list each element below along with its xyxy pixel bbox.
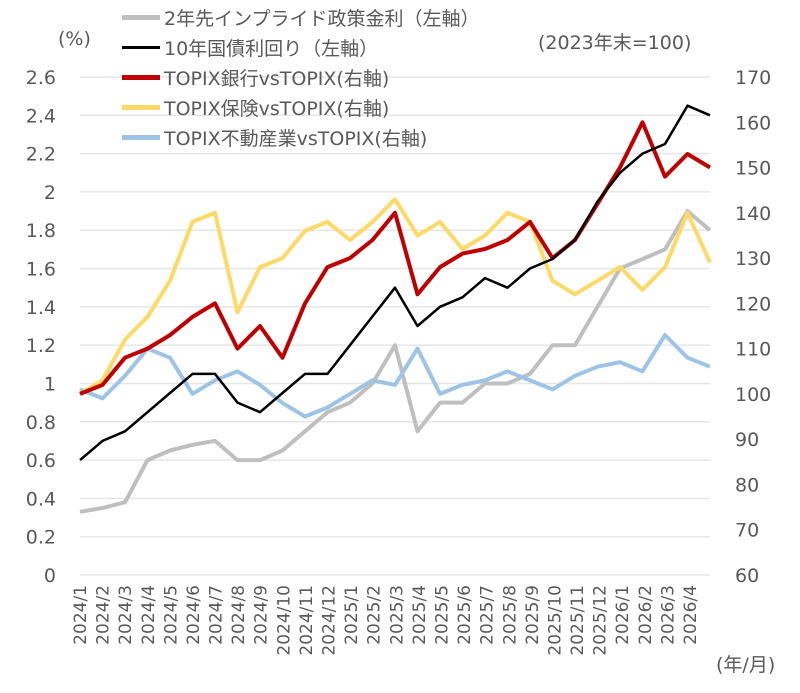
left-tick-label: 0.8	[26, 412, 56, 434]
legend-swatch	[122, 74, 160, 80]
x-tick-label: 2025/7	[478, 585, 498, 645]
x-tick-label: 2025/11	[568, 585, 588, 656]
x-tick-label: 2025/2	[365, 585, 385, 645]
right-tick-label: 80	[735, 474, 759, 496]
legend-swatch	[122, 45, 160, 49]
left-tick-label: 0.4	[26, 488, 56, 510]
right-tick-label: 150	[735, 158, 771, 180]
left-tick-label: 1	[44, 373, 56, 395]
left-tick-label: 1.4	[26, 297, 56, 319]
right-tick-label: 120	[735, 293, 771, 315]
legend-label: TOPIX銀行vsTOPIX(右軸)	[164, 67, 390, 90]
left-tick-label: 0	[44, 565, 56, 587]
x-tick-label: 2025/6	[455, 585, 475, 645]
legend-label: 2年先インプライド政策金利（左軸）	[164, 7, 480, 30]
x-tick-label: 2026/1	[613, 585, 633, 645]
left-tick-label: 2.4	[26, 105, 56, 127]
x-tick-label: 2024/12	[320, 585, 340, 656]
right-tick-label: 90	[735, 429, 759, 451]
x-tick-label: 2025/10	[545, 585, 565, 656]
x-tick-label: 2025/5	[432, 585, 452, 645]
x-tick-label: 2024/2	[94, 585, 114, 645]
x-tick-label: 2025/4	[410, 585, 430, 645]
legend-label: 10年国債利回り（左軸）	[164, 37, 379, 60]
left-tick-label: 1.8	[26, 220, 56, 242]
x-tick-label: 2024/7	[207, 585, 227, 645]
x-tick-label: 2025/3	[387, 585, 407, 645]
left-axis-unit: (%)	[58, 28, 91, 50]
series-line	[79, 120, 712, 396]
series-line	[79, 104, 711, 462]
left-tick-label: 1.6	[26, 259, 56, 281]
x-tick-label: 2024/9	[252, 585, 272, 645]
left-tick-label: 0.6	[26, 450, 56, 472]
x-tick-label: 2025/12	[591, 585, 611, 656]
legend-item: TOPIX銀行vsTOPIX(右軸)	[122, 62, 480, 92]
right-tick-label: 110	[735, 339, 771, 361]
x-tick-label: 2024/10	[274, 585, 294, 656]
x-tick-label: 2026/4	[681, 585, 701, 645]
left-tick-label: 2	[44, 182, 56, 204]
x-tick-label: 2024/3	[116, 585, 136, 645]
x-tick-label: 2026/3	[658, 585, 678, 645]
x-tick-label: 2024/8	[229, 585, 249, 645]
left-tick-label: 1.2	[26, 335, 56, 357]
right-tick-label: 130	[735, 248, 771, 270]
series-line	[78, 197, 712, 396]
x-tick-label: 2025/9	[523, 585, 543, 645]
x-tick-label: 2026/2	[636, 585, 656, 645]
legend-item: 2年先インプライド政策金利（左軸）	[122, 2, 480, 32]
right-tick-label: 160	[735, 112, 771, 134]
left-tick-label: 2.2	[26, 144, 56, 166]
x-tick-label: 2025/1	[342, 585, 362, 645]
right-tick-label: 140	[735, 203, 771, 225]
x-tick-label: 2025/8	[500, 585, 520, 645]
x-tick-label: 2024/4	[139, 585, 159, 645]
legend-label: TOPIX不動産業vsTOPIX(右軸)	[164, 127, 428, 150]
right-tick-label: 70	[735, 520, 759, 542]
right-tick-label: 60	[735, 565, 759, 587]
legend-swatch	[122, 14, 160, 20]
left-tick-label: 2.6	[26, 67, 56, 89]
x-tick-label: 2024/6	[184, 585, 204, 645]
left-tick-label: 0.2	[26, 527, 56, 549]
x-tick-label: 2024/1	[71, 585, 91, 645]
x-tick-label: 2024/5	[161, 585, 181, 645]
legend: 2年先インプライド政策金利（左軸） 10年国債利回り（左軸） TOPIX銀行vs…	[122, 2, 480, 152]
right-axis-unit: (2023年末=100)	[538, 32, 692, 54]
x-tick-label: 2024/11	[297, 585, 317, 656]
right-tick-label: 170	[735, 67, 771, 89]
legend-item: TOPIX保険vsTOPIX(右軸)	[122, 92, 480, 122]
legend-item: TOPIX不動産業vsTOPIX(右軸)	[122, 122, 480, 152]
legend-item: 10年国債利回り（左軸）	[122, 32, 480, 62]
x-axis-label: (年/月)	[716, 654, 776, 676]
right-tick-label: 100	[735, 384, 771, 406]
legend-swatch	[122, 134, 160, 140]
legend-swatch	[122, 104, 160, 110]
series-line	[79, 209, 712, 514]
legend-label: TOPIX保険vsTOPIX(右軸)	[164, 97, 390, 120]
